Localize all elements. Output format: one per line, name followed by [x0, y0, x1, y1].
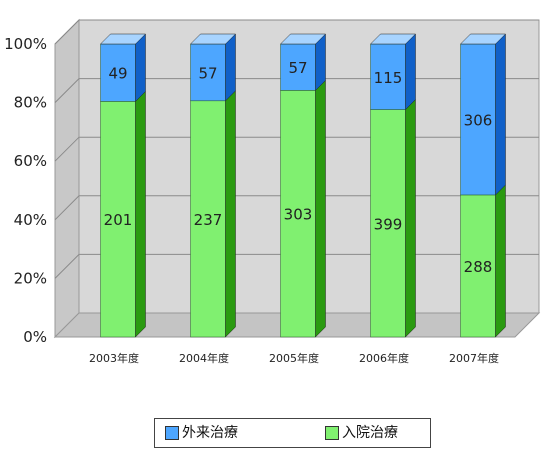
- bar-outpatient-side: [225, 33, 236, 102]
- bar-inpatient-front: [190, 100, 226, 338]
- bar-outpatient-front: [370, 43, 406, 110]
- legend-label-outpatient: 外来治療: [182, 425, 238, 441]
- x-category-label: 2007年度: [449, 351, 499, 365]
- x-category-label: 2004年度: [179, 351, 229, 365]
- bar-inpatient-side: [135, 90, 146, 338]
- y-tick-label: 40%: [14, 211, 47, 229]
- data-label-outpatient: 306: [464, 111, 493, 129]
- bar-outpatient-top: [459, 33, 507, 45]
- data-label-inpatient: 399: [374, 215, 403, 233]
- bar-outpatient-side: [495, 33, 506, 196]
- legend-item-inpatient: 入院治療: [325, 425, 398, 441]
- bar-inpatient-side: [495, 184, 506, 338]
- bar-outpatient-top: [99, 33, 147, 45]
- legend-swatch-outpatient: [165, 426, 179, 440]
- y-tick-label: 80%: [14, 94, 47, 112]
- bar-outpatient-side: [405, 33, 416, 111]
- data-label-inpatient: 237: [194, 211, 223, 229]
- bar-outpatient-top: [369, 33, 417, 45]
- legend-swatch-inpatient: [325, 426, 339, 440]
- bar-outpatient-front: [280, 43, 316, 91]
- bar-outpatient-top: [189, 33, 237, 45]
- bar-outpatient-front: [100, 43, 136, 102]
- x-category-label: 2006年度: [359, 351, 409, 365]
- bar-outpatient-front: [460, 43, 496, 196]
- bars: 201 49 237 57 303 57 399 115 288 306: [99, 33, 507, 338]
- y-tick-label: 60%: [14, 152, 47, 170]
- stacked-bar-chart: 0% 20% 40% 60% 80% 100% 201 49 237 57 303 57 399 115…: [4, 18, 541, 365]
- bar-inpatient-front: [460, 194, 496, 338]
- x-category-label: 2005年度: [269, 351, 319, 365]
- y-tick-label: 100%: [4, 35, 47, 53]
- data-label-inpatient: 288: [464, 258, 493, 276]
- side-wall: [54, 18, 80, 339]
- data-label-outpatient: 57: [288, 59, 307, 77]
- x-axis-category-labels: 2003年度 2004年度 2005年度 2006年度 2007年度: [89, 351, 499, 365]
- legend-item-outpatient: 外来治療: [165, 425, 238, 441]
- bar-inpatient-side: [315, 79, 326, 338]
- data-label-inpatient: 201: [104, 211, 133, 229]
- bar-outpatient-side: [135, 33, 146, 103]
- bar-outpatient-top: [279, 33, 327, 45]
- y-tick-label: 20%: [14, 269, 47, 287]
- bar-inpatient-side: [405, 98, 416, 338]
- gridline: [54, 19, 539, 45]
- data-label-outpatient: 49: [108, 65, 127, 83]
- legend: 外来治療 入院治療: [154, 418, 431, 448]
- data-label-inpatient: 303: [284, 206, 313, 224]
- bar-inpatient-side: [225, 90, 236, 338]
- legend-label-inpatient: 入院治療: [342, 425, 398, 441]
- bar-inpatient-front: [280, 90, 316, 338]
- data-label-outpatient: 57: [198, 64, 217, 82]
- bar-outpatient-front: [190, 43, 226, 102]
- bar-inpatient-front: [100, 101, 136, 338]
- y-axis-tick-labels: 0% 20% 40% 60% 80% 100%: [4, 35, 47, 346]
- y-tick-label: 0%: [23, 328, 47, 346]
- data-label-outpatient: 115: [374, 69, 403, 87]
- x-category-label: 2003年度: [89, 351, 139, 365]
